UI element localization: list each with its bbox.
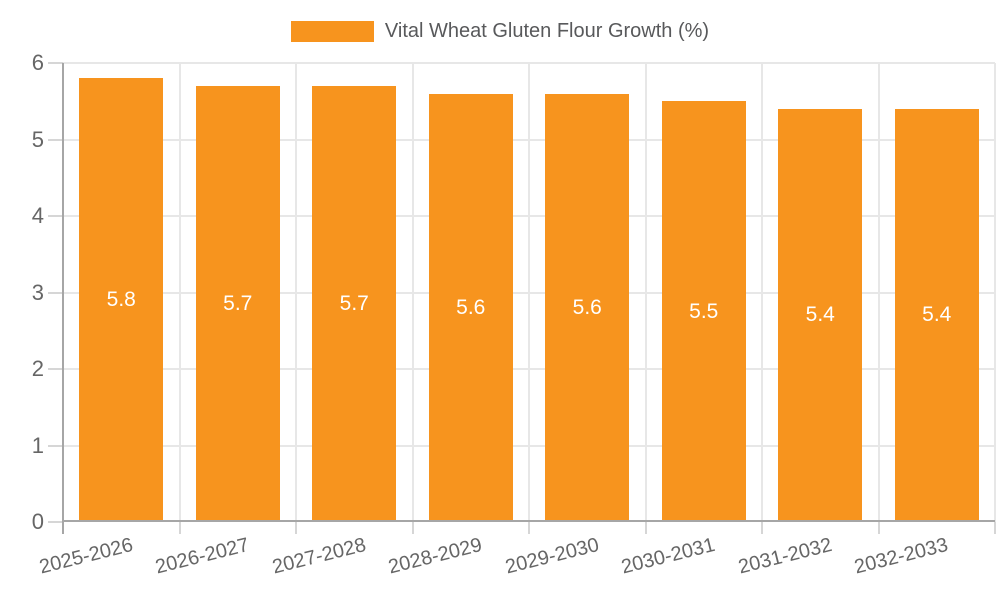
x-axis-label-2032-2033: 2032-2033 xyxy=(852,533,951,579)
bar-2026-2027[interactable]: 5.7 xyxy=(195,85,280,522)
bar-value-label-2030-2031: 5.5 xyxy=(689,299,719,323)
bar-2025-2026[interactable]: 5.8 xyxy=(79,78,164,522)
gridline-v-4 xyxy=(528,63,530,522)
gridline-v-5 xyxy=(644,63,647,522)
gridline-v-6 xyxy=(761,63,763,522)
y-axis-label-6: 6 xyxy=(31,50,44,75)
y-axis-label-3: 3 xyxy=(31,279,44,305)
y-axis-label-5: 5 xyxy=(31,126,44,152)
x-axis-label-2030-2031: 2030-2031 xyxy=(619,533,718,579)
gridline-v-7 xyxy=(877,63,880,522)
y-tick-3 xyxy=(48,291,63,294)
x-axis-label-2031-2032: 2031-2032 xyxy=(735,533,834,579)
y-axis-label-2: 2 xyxy=(31,356,44,381)
bar-2027-2028[interactable]: 5.7 xyxy=(312,85,397,522)
x-tick-2 xyxy=(295,522,297,534)
plot-area: 0 1 2 3 4 5 6 5.8 2025-2026 5.7 2026-2027 5.7 2027-2… xyxy=(32,50,996,578)
gridline-v-8 xyxy=(994,63,996,522)
bar-value-label-2031-2032: 5.4 xyxy=(805,303,835,327)
bar-value-label-2029-2030: 5.6 xyxy=(572,295,602,319)
bar-2030-2031[interactable]: 5.5 xyxy=(661,101,746,522)
x-tick-1 xyxy=(178,522,181,534)
gridline-v-1 xyxy=(178,63,181,522)
legend-swatch xyxy=(290,20,374,42)
x-axis-label-2029-2030: 2029-2030 xyxy=(502,533,601,579)
gridline-v-3 xyxy=(411,63,414,522)
bar-value-label-2032-2033: 5.4 xyxy=(922,303,952,327)
y-tick-4 xyxy=(48,215,63,217)
y-tick-5 xyxy=(48,138,63,141)
gridline-v-2 xyxy=(295,63,297,522)
bar-2032-2033[interactable]: 5.4 xyxy=(894,108,979,522)
x-axis-label-2026-2027: 2026-2027 xyxy=(153,533,252,579)
x-axis-label-2028-2029: 2028-2029 xyxy=(386,533,485,579)
bar-2031-2032[interactable]: 5.4 xyxy=(778,108,863,522)
x-tick-6 xyxy=(761,522,763,534)
y-tick-0 xyxy=(48,521,63,523)
y-tick-2 xyxy=(48,368,63,370)
x-axis-label-2027-2028: 2027-2028 xyxy=(269,533,368,579)
y-axis-label-0: 0 xyxy=(31,509,44,534)
bar-value-label-2025-2026: 5.8 xyxy=(106,288,136,312)
y-tick-6 xyxy=(48,62,63,64)
x-tick-5 xyxy=(644,522,647,534)
x-tick-3 xyxy=(411,522,414,534)
legend[interactable]: Vital Wheat Gluten Flour Growth (%) xyxy=(0,18,1000,44)
legend-label: Vital Wheat Gluten Flour Growth (%) xyxy=(384,20,710,42)
bar-value-label-2027-2028: 5.7 xyxy=(339,291,369,315)
x-tick-8 xyxy=(994,522,996,534)
bar-value-label-2026-2027: 5.7 xyxy=(223,291,253,315)
bar-2028-2029[interactable]: 5.6 xyxy=(428,93,513,522)
bar-2029-2030[interactable]: 5.6 xyxy=(545,93,630,522)
y-axis-label-4: 4 xyxy=(31,203,44,228)
bar-value-label-2028-2029: 5.6 xyxy=(456,295,486,319)
y-axis-line xyxy=(62,63,64,534)
x-axis-label-2025-2026: 2025-2026 xyxy=(36,533,135,579)
x-tick-4 xyxy=(528,522,530,534)
x-tick-7 xyxy=(877,522,880,534)
y-axis-label-1: 1 xyxy=(31,432,44,458)
y-tick-1 xyxy=(48,444,63,447)
x-axis-line xyxy=(63,520,995,522)
